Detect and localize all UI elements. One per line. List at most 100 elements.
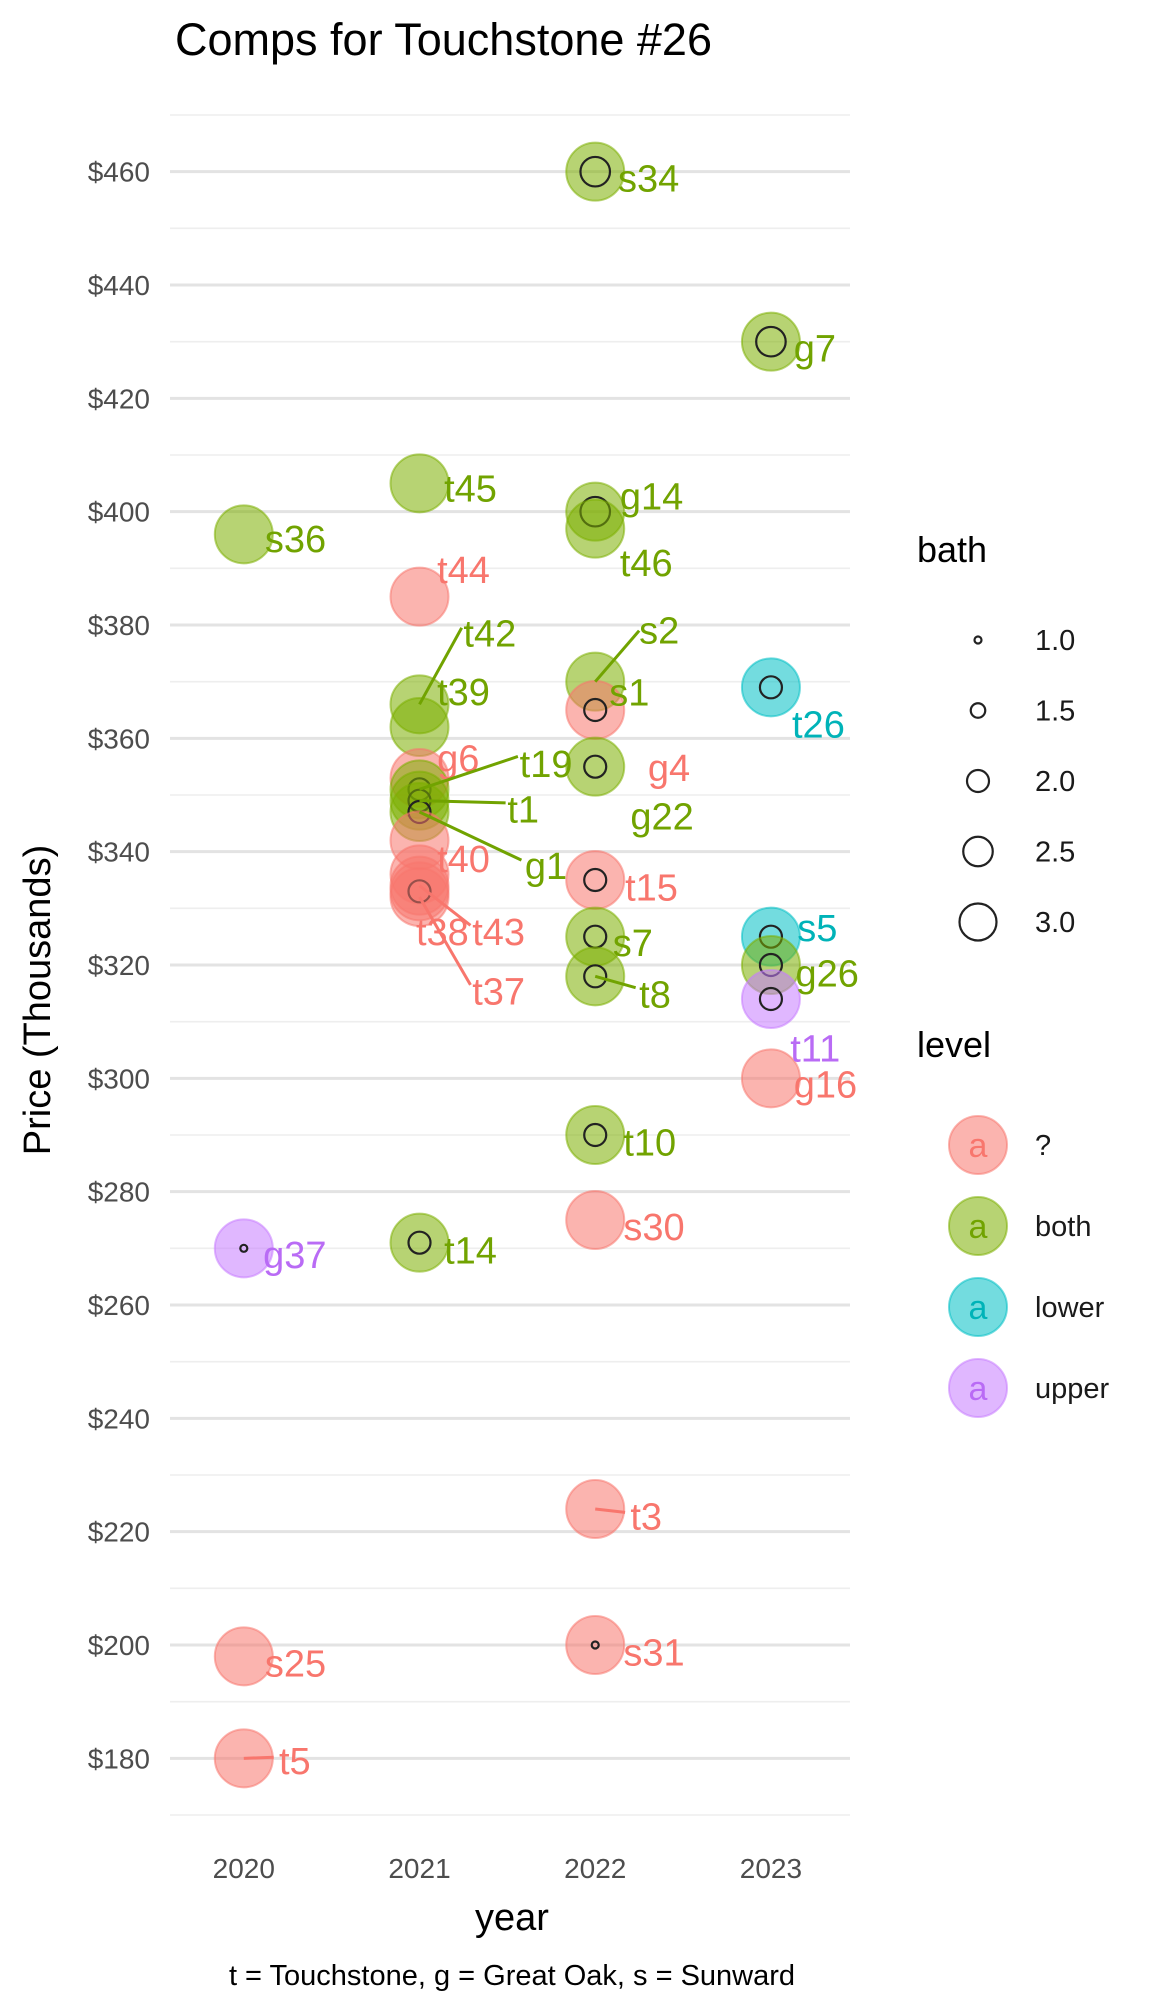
x-tick-label: 2020 <box>213 1853 275 1884</box>
data-point <box>389 1212 450 1273</box>
y-tick-label: $240 <box>88 1403 150 1434</box>
point-label: t8 <box>639 974 671 1016</box>
grid <box>170 114 850 1816</box>
data-point <box>565 141 626 202</box>
data-point <box>213 1626 274 1687</box>
bath-ring <box>755 325 787 358</box>
bath-ring <box>758 986 784 1012</box>
point-label: s31 <box>623 1632 684 1674</box>
level-key-glyph: a <box>969 1370 988 1408</box>
bath-ring <box>583 867 608 893</box>
point-label: t38 <box>416 912 469 954</box>
data-point <box>740 1048 801 1109</box>
level-key-label: upper <box>1035 1373 1110 1405</box>
bath-legend-title: bath <box>917 529 987 570</box>
x-tick-label: 2022 <box>564 1853 626 1884</box>
level-key-label: ? <box>1035 1130 1051 1162</box>
y-tick-label: $200 <box>88 1630 150 1661</box>
leader-line <box>594 629 641 683</box>
bath-key-symbol <box>973 635 983 645</box>
y-tick-label: $220 <box>88 1517 150 1548</box>
leader-line <box>419 799 506 805</box>
point-label: g14 <box>620 476 683 518</box>
point-label: t43 <box>472 912 525 954</box>
point-label: g26 <box>796 954 859 996</box>
leader-line <box>418 884 472 927</box>
bath-ring <box>590 1640 600 1650</box>
level-key-symbol <box>948 1358 1008 1418</box>
point-label: s5 <box>797 908 837 950</box>
bath-ring <box>583 697 608 723</box>
level-key-glyph: a <box>969 1127 988 1165</box>
level-legend: level a ? a both a lower a upper <box>917 1024 1110 1418</box>
data-point <box>565 498 626 559</box>
point-label: g7 <box>794 328 836 370</box>
leader-line <box>418 810 523 862</box>
bath-key-label: 1.0 <box>1035 625 1075 657</box>
y-tick-label: $260 <box>88 1290 150 1321</box>
point-label: g1 <box>525 846 567 888</box>
level-key-symbol <box>948 1115 1008 1175</box>
y-tick-label: $320 <box>88 950 150 981</box>
point-label: t42 <box>463 614 516 656</box>
point-label: t14 <box>444 1231 497 1273</box>
data-point <box>213 504 274 565</box>
chart-caption: t = Touchstone, g = Great Oak, s = Sunwa… <box>229 1960 795 1992</box>
data-points <box>213 141 801 1789</box>
y-tick-label: $360 <box>88 723 150 754</box>
x-tick-label: 2023 <box>740 1853 802 1884</box>
bath-ring <box>583 1122 608 1148</box>
level-key-symbol <box>948 1196 1008 1256</box>
data-point <box>389 566 450 627</box>
leader-line <box>595 1507 626 1514</box>
point-label: s36 <box>265 519 326 561</box>
point-label: t39 <box>437 672 490 714</box>
bath-ring <box>583 964 608 989</box>
x-tick-label: 2021 <box>388 1853 450 1884</box>
bath-key-symbol <box>965 768 991 794</box>
point-label: t1 <box>507 790 539 832</box>
data-point <box>213 1218 274 1279</box>
point-label: t5 <box>279 1741 311 1783</box>
chart-title: Comps for Touchstone #26 <box>175 14 712 65</box>
leader-line <box>418 627 463 706</box>
point-label: t40 <box>437 839 490 881</box>
bath-key-label: 2.5 <box>1035 837 1075 869</box>
point-label: s30 <box>623 1207 684 1249</box>
point-label: s7 <box>613 923 653 965</box>
y-tick-label: $460 <box>88 157 150 188</box>
data-point <box>565 736 626 797</box>
point-label: t46 <box>620 543 673 585</box>
level-key-label: lower <box>1035 1292 1105 1324</box>
y-tick-label: $440 <box>88 270 150 301</box>
x-axis-ticks: 2020 2021 2022 2023 <box>213 1853 802 1884</box>
y-tick-label: $400 <box>88 497 150 528</box>
bath-ring <box>758 675 784 700</box>
point-label: g6 <box>437 739 479 781</box>
bath-key-symbol <box>958 902 998 942</box>
leader-line <box>243 1755 274 1760</box>
leader-line <box>594 974 637 990</box>
bath-ring <box>579 155 612 188</box>
point-label: t10 <box>623 1122 676 1164</box>
level-key-glyph: a <box>969 1289 988 1327</box>
leader-line <box>419 755 519 791</box>
level-key-glyph: a <box>969 1208 988 1246</box>
bath-key-label: 2.0 <box>1035 766 1075 798</box>
y-tick-label: $380 <box>88 610 150 641</box>
y-tick-label: $180 <box>88 1743 150 1774</box>
y-axis-label: Price (Thousands) <box>17 845 59 1155</box>
point-label: t3 <box>630 1496 662 1538</box>
point-label: t26 <box>792 705 845 747</box>
point-label: g37 <box>263 1235 326 1277</box>
point-label: g22 <box>630 797 693 839</box>
point-label: t44 <box>437 550 490 592</box>
point-label: s2 <box>639 611 679 653</box>
leader-line <box>418 896 472 986</box>
y-axis-ticks: $180 $200 $220 $240 $260 $280 $300 $320 $340 $360… <box>88 157 150 1775</box>
bath-key-label: 3.0 <box>1035 907 1075 939</box>
y-tick-label: $280 <box>88 1177 150 1208</box>
point-label: t11 <box>790 1028 840 1070</box>
